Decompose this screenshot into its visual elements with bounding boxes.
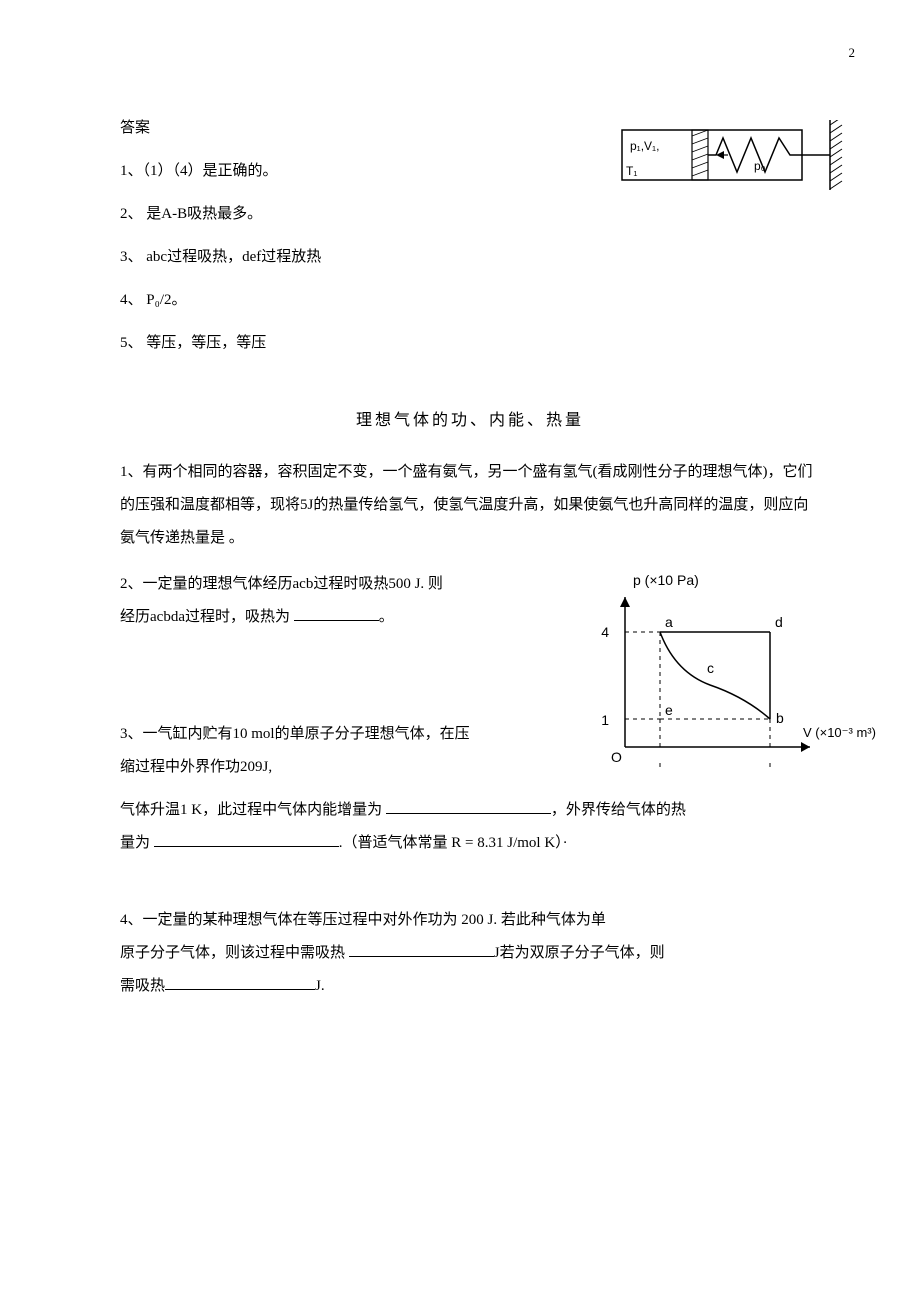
pv-label-d: d bbox=[775, 614, 783, 630]
answer-5: 5、 等压，等压，等压 bbox=[120, 330, 820, 357]
q3-blank-a bbox=[386, 798, 551, 814]
q3-line4: 量为 .（普适气体常量 R = 8.31 J/mol K）· bbox=[120, 830, 820, 857]
q4-line2-b: J若为双原子分子气体，则 bbox=[494, 945, 665, 961]
question-4: 4、一定量的某种理想气体在等压过程中对外作功为 200 J. 若此种气体为单 原… bbox=[120, 907, 820, 1000]
q4-blank-b bbox=[165, 974, 315, 990]
q3-line3-b: ，外界传给气体的热 bbox=[551, 802, 686, 818]
q3-line3: 气体升温1 K，此过程中气体内能增量为 ，外界传给气体的热 bbox=[120, 797, 820, 824]
piston-label-p1: p₁,V₁, bbox=[630, 139, 659, 153]
q3-line3-a: 气体升温1 K，此过程中气体内能增量为 bbox=[120, 802, 386, 818]
piston-label-p0: p₀ bbox=[754, 159, 766, 173]
pv-diagram: 4 1 a d b e c bbox=[575, 567, 885, 787]
pv-label-a: a bbox=[665, 614, 673, 630]
pv-y-label: p (×10 Pa) bbox=[633, 572, 699, 588]
page-number: 2 bbox=[849, 45, 856, 61]
q4-line2: 原子分子气体，则该过程中需吸热 J若为双原子分子气体，则 bbox=[120, 940, 820, 967]
page-body: p₁,V₁, T₁ p₀ 答案 1、（1）（4）是正确的。 2、 是A-B吸热最… bbox=[0, 0, 920, 1076]
piston-label-t1: T₁ bbox=[626, 164, 637, 178]
q3-line4-a: 量为 bbox=[120, 835, 154, 851]
q4-line1: 4、一定量的某种理想气体在等压过程中对外作功为 200 J. 若此种气体为单 bbox=[120, 907, 820, 934]
pv-svg: 4 1 a d b e c bbox=[575, 567, 885, 777]
answer-4: 4、 P₀/2。 bbox=[120, 287, 820, 314]
q3-blank-b bbox=[154, 831, 339, 847]
q2-line2-before: 经历acbda过程时，吸热为 bbox=[120, 609, 294, 625]
q2-line2-after: 。 bbox=[379, 609, 394, 625]
pv-label-e: e bbox=[665, 702, 673, 718]
pv-label-b: b bbox=[776, 710, 784, 726]
q2-blank bbox=[294, 605, 379, 621]
q4-line3: 需吸热 J. bbox=[120, 973, 820, 1000]
pv-x-label: V (×10⁻³ m³) bbox=[803, 725, 876, 740]
answer-2: 2、 是A-B吸热最多。 bbox=[120, 201, 820, 228]
q3-line4-b: .（普适气体常量 R = 8.31 J/mol K）· bbox=[339, 835, 568, 851]
piston-svg: p₁,V₁, T₁ p₀ bbox=[620, 120, 850, 190]
pv-ytick-1: 1 bbox=[601, 712, 609, 728]
pv-origin: O bbox=[611, 749, 622, 765]
section-title: 理想气体的功、内能、热量 bbox=[120, 407, 820, 436]
pv-ytick-4: 4 bbox=[601, 624, 609, 640]
pv-label-c: c bbox=[707, 660, 714, 676]
q4-line3-a: 需吸热 bbox=[120, 978, 165, 994]
answer-3: 3、 abc过程吸热，def过程放热 bbox=[120, 244, 820, 271]
q4-line2-a: 原子分子气体，则该过程中需吸热 bbox=[120, 945, 349, 961]
piston-diagram: p₁,V₁, T₁ p₀ bbox=[620, 120, 850, 200]
q4-blank-a bbox=[349, 941, 494, 957]
question-1: 1、有两个相同的容器，容积固定不变，一个盛有氨气，另一个盛有氢气(看成刚性分子的… bbox=[120, 456, 820, 555]
q4-line3-b: J. bbox=[315, 978, 325, 994]
